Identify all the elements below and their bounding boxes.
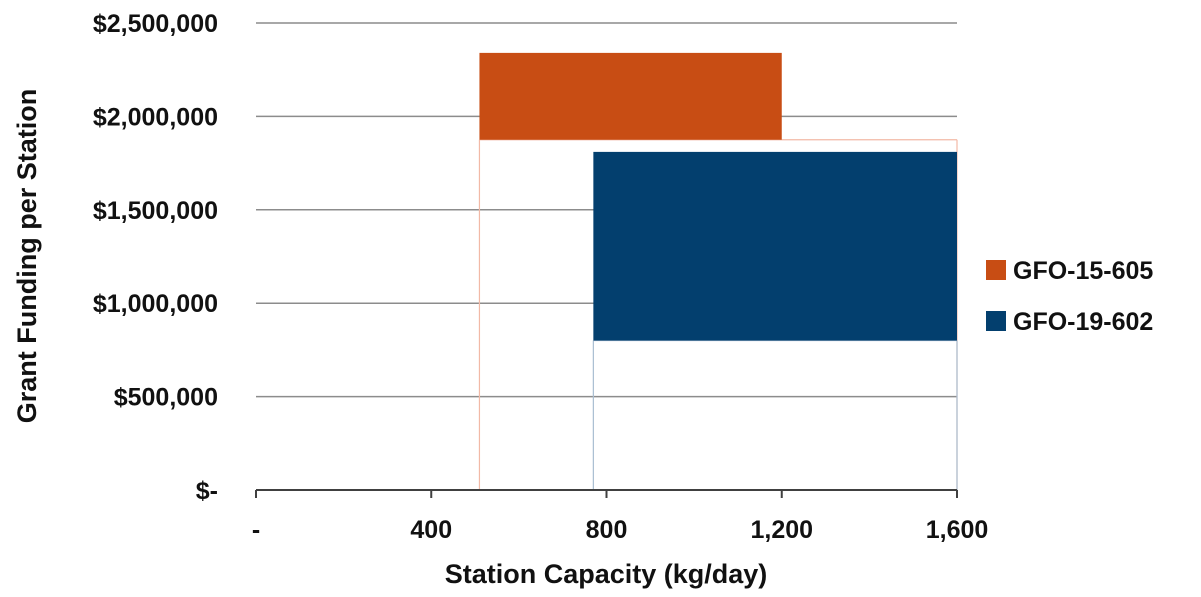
y-tick-label-1: $500,000 [114, 384, 218, 412]
x-tick-label-3: 1,200 [750, 516, 813, 544]
legend-swatch-gfo-19-602 [986, 311, 1006, 331]
y-tick-label-4: $2,000,000 [93, 103, 218, 131]
label-layer: $- $500,000 $1,000,000 $1,500,000 $2,000,000… [93, 10, 988, 544]
legend: GFO-15-605 GFO-19-602 [986, 257, 1153, 336]
y-tick-label-2: $1,000,000 [93, 290, 218, 318]
x-tick-label-4: 1,600 [926, 516, 989, 544]
range-bar-gfo-19-602 [593, 151, 957, 341]
y-tick-label-5: $2,500,000 [93, 10, 218, 38]
y-tick-label-3: $1,500,000 [93, 197, 218, 225]
x-tick-label-1: 400 [410, 516, 452, 544]
axis-layer [255, 489, 958, 498]
range-bar-gfo-15-605 [479, 52, 782, 140]
legend-label-gfo-19-602: GFO-19-602 [1013, 308, 1153, 336]
y-tick-label-0: $- [196, 477, 218, 505]
bar-layer [479, 52, 957, 341]
legend-label-gfo-15-605: GFO-15-605 [1013, 257, 1153, 285]
x-axis-title: Station Capacity (kg/day) [445, 559, 768, 589]
x-tick-label-0: - [252, 516, 260, 544]
x-tick-label-2: 800 [586, 516, 628, 544]
y-axis-title: Grant Funding per Station [12, 89, 42, 423]
legend-swatch-gfo-15-605 [986, 260, 1006, 280]
